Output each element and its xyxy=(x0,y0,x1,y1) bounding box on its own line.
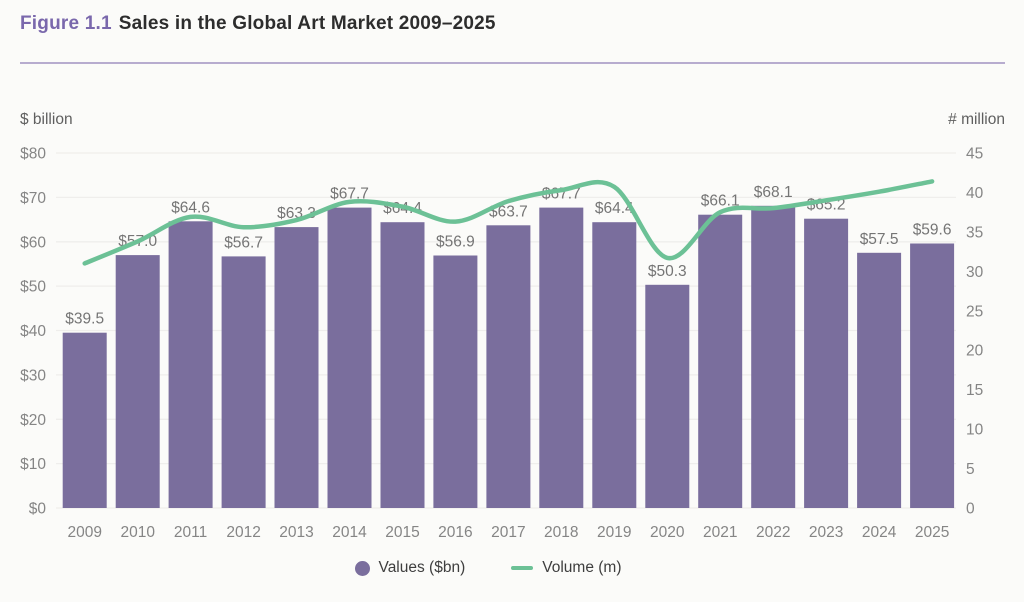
right-axis-tick: 30 xyxy=(966,264,984,281)
bar-2022 xyxy=(751,205,796,509)
bar-2018 xyxy=(539,207,584,508)
bar-2010 xyxy=(115,255,160,508)
left-axis-tick: $20 xyxy=(20,412,46,429)
bar-2011 xyxy=(168,221,213,509)
x-tick-2018: 2018 xyxy=(544,524,578,541)
right-axis-tick: 20 xyxy=(966,343,984,360)
x-tick-2009: 2009 xyxy=(67,524,101,541)
right-axis-tick: 35 xyxy=(966,224,983,241)
bar-value-label-2021: $66.1 xyxy=(701,193,740,210)
bar-2016 xyxy=(433,255,478,508)
bar-value-label-2017: $63.7 xyxy=(489,203,528,220)
bar-2024 xyxy=(857,252,902,508)
values-circle-swatch-icon xyxy=(354,560,370,576)
bar-value-label-2009: $39.5 xyxy=(65,311,104,328)
left-axis-tick: $10 xyxy=(20,456,46,473)
left-axis-tick: $60 xyxy=(20,234,46,251)
x-tick-2015: 2015 xyxy=(385,524,419,541)
bar-2009 xyxy=(62,332,107,508)
x-tick-2024: 2024 xyxy=(862,524,897,541)
x-tick-2013: 2013 xyxy=(279,524,313,541)
right-axis-tick: 45 xyxy=(966,146,983,163)
x-tick-2011: 2011 xyxy=(174,524,207,541)
bar-value-label-2025: $59.6 xyxy=(913,222,952,239)
bar-2019 xyxy=(592,222,637,508)
volume-line xyxy=(82,179,935,266)
volume-line-swatch-icon xyxy=(511,566,534,570)
bar-value-label-2016: $56.9 xyxy=(436,234,475,251)
bar-2014 xyxy=(327,207,372,508)
left-axis-tick: $30 xyxy=(20,367,46,384)
right-axis-tick: 15 xyxy=(966,382,983,399)
bar-2023 xyxy=(804,218,849,508)
bar-2021 xyxy=(698,214,743,508)
bar-value-label-2019: $64.4 xyxy=(595,200,634,217)
bar-value-label-2020: $50.3 xyxy=(648,263,687,280)
figure-title-text: Sales in the Global Art Market 2009–2025 xyxy=(118,13,496,34)
x-tick-2014: 2014 xyxy=(332,524,367,541)
bar-value-label-2014: $67.7 xyxy=(330,186,369,203)
x-tick-2010: 2010 xyxy=(120,524,155,541)
legend-item-values: Values ($bn) xyxy=(354,559,466,577)
legend-volume-label: Volume (m) xyxy=(542,559,622,576)
x-tick-2021: 2021 xyxy=(703,524,737,541)
x-tick-2017: 2017 xyxy=(491,524,525,541)
right-axis-unit-label: # million xyxy=(948,111,1005,128)
bar-2017 xyxy=(486,225,531,509)
left-axis-tick: $0 xyxy=(29,501,47,518)
left-axis-unit-label: $ billion xyxy=(20,111,73,128)
right-axis-tick: 40 xyxy=(966,185,984,202)
bar-value-label-2011: $64.6 xyxy=(171,199,210,216)
legend-item-volume: Volume (m) xyxy=(511,559,621,577)
bar-2020 xyxy=(645,284,690,508)
bar-2025 xyxy=(910,243,955,508)
x-tick-2019: 2019 xyxy=(597,524,631,541)
left-axis-tick: $70 xyxy=(20,190,46,207)
bar-2015 xyxy=(380,222,425,508)
bar-2013 xyxy=(274,227,319,508)
right-axis-tick: 10 xyxy=(966,422,984,439)
left-axis-tick: $50 xyxy=(20,279,46,296)
right-axis-tick: 25 xyxy=(966,303,983,320)
bar-value-label-2024: $57.5 xyxy=(860,231,899,248)
figure-title: Figure 1.1 Sales in the Global Art Market… xyxy=(20,13,496,35)
right-axis-tick: 5 xyxy=(966,461,975,478)
left-axis-tick: $80 xyxy=(20,146,46,163)
legend-values-label: Values ($bn) xyxy=(378,559,466,576)
x-tick-2025: 2025 xyxy=(915,524,949,541)
x-tick-2023: 2023 xyxy=(809,524,843,541)
chart-legend: Values ($bn) Volume (m) xyxy=(0,559,1024,577)
bar-2012 xyxy=(221,256,266,508)
bar-value-label-2012: $56.7 xyxy=(224,234,263,251)
right-axis-tick: 0 xyxy=(966,501,975,518)
x-tick-2020: 2020 xyxy=(650,524,685,541)
left-axis-tick: $40 xyxy=(20,323,46,340)
figure-number: Figure 1.1 xyxy=(20,13,112,34)
x-tick-2016: 2016 xyxy=(438,524,472,541)
x-tick-2022: 2022 xyxy=(756,524,790,541)
title-divider xyxy=(20,62,1005,64)
bar-value-label-2022: $68.1 xyxy=(754,184,793,201)
x-tick-2012: 2012 xyxy=(226,524,260,541)
